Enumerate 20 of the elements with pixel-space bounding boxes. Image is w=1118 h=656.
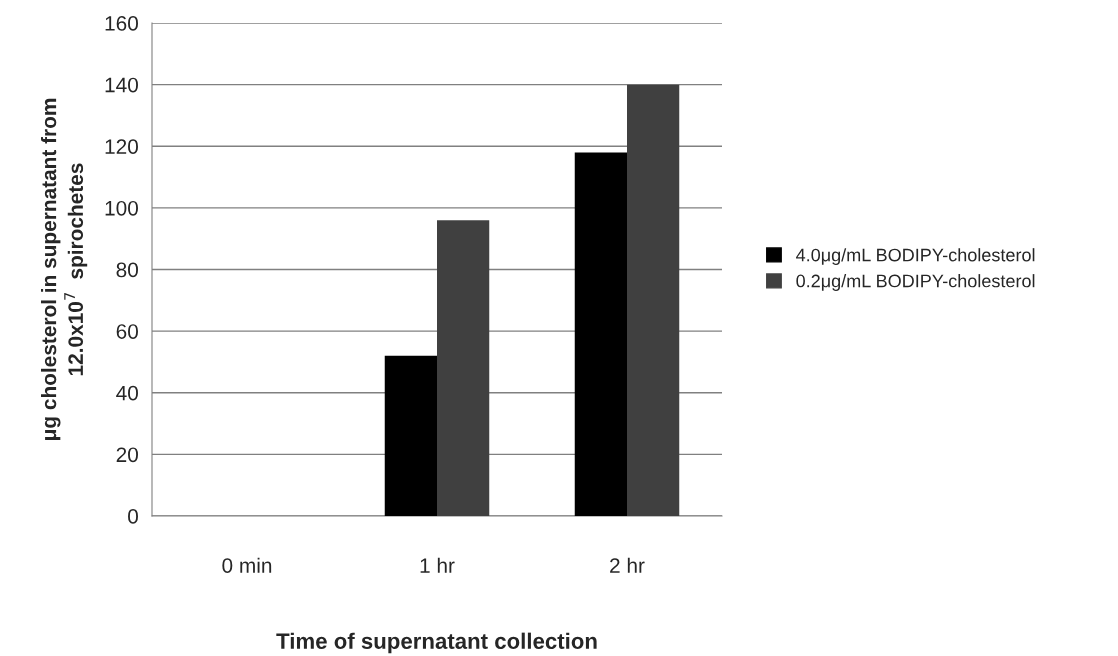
bar [437, 220, 490, 516]
bar [574, 152, 627, 516]
y-tick-label: 100 [105, 200, 138, 216]
y-axis-title: μg cholesterol in supernatant from 12.0x10$^{7}$ spirochetes [41, 98, 88, 440]
y-tick-label: 140 [105, 77, 138, 93]
y-tick-label: 20 [116, 447, 138, 463]
y-tick-label: 60 [116, 324, 138, 339]
legend-label: 4.0μg/mL BODIPY-cholesterol [796, 248, 1035, 265]
y-tick-label: 0 [128, 509, 138, 524]
x-tick-label: 1 hr [420, 557, 455, 573]
y-tick-label: 120 [105, 139, 138, 154]
bar [627, 84, 680, 516]
legend-label: 0.2μg/mL BODIPY-cholesterol [796, 274, 1035, 291]
bar [384, 355, 437, 516]
y-tick-label: 160 [105, 16, 138, 31]
x-tick-label: 0 min [222, 557, 272, 573]
y-tick-label: 40 [116, 385, 138, 401]
x-tick-label: 2 hr [610, 557, 645, 573]
x-axis-title: Time of supernatant collection [276, 632, 597, 654]
y-tick-label: 80 [116, 262, 138, 278]
